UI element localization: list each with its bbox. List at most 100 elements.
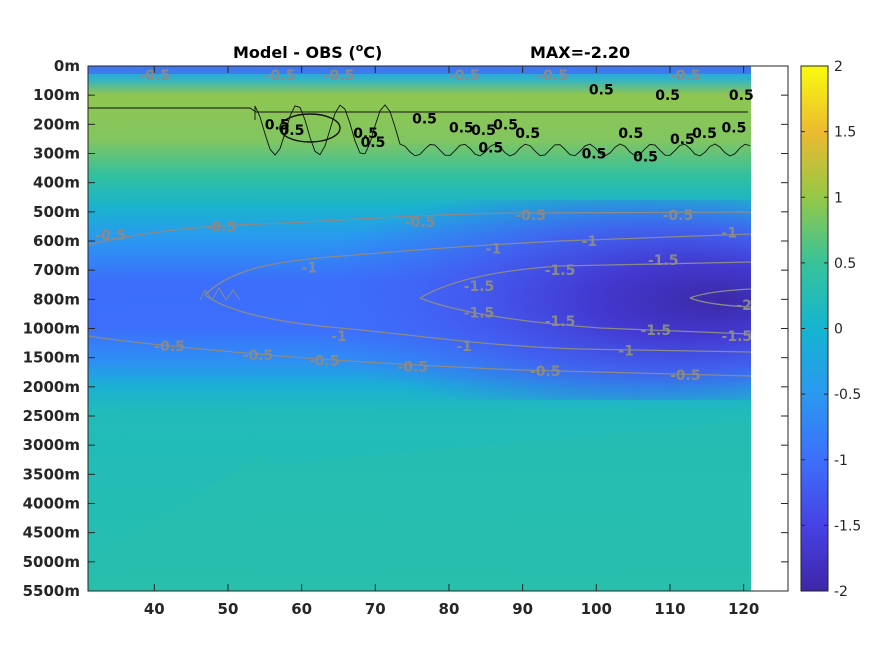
y-tick-label: 1500m (23, 349, 80, 367)
contour-line-negative (419, 261, 751, 299)
y-tick-label: 400m (33, 174, 80, 192)
x-tick-label: 110 (654, 600, 685, 618)
contour-label-positive: 0.5 (280, 123, 305, 139)
contour-label-negative: -1 (456, 339, 472, 355)
y-tick-label: 4000m (23, 495, 80, 513)
contour-label-negative: -1 (582, 234, 598, 250)
contour-label-negative: -1 (722, 225, 738, 241)
contour-label-negative: -1.5 (648, 253, 679, 269)
colorbar-tick-label: 1 (834, 190, 843, 206)
y-tick-label: 500m (33, 203, 80, 221)
contour-label-positive: 0.5 (692, 126, 717, 142)
x-tick-label: 100 (581, 600, 612, 618)
contour-label-positive: 0.5 (412, 112, 437, 128)
contour-label-negative: -1.5 (545, 263, 576, 279)
x-tick-label: 50 (218, 600, 239, 618)
contour-label-negative: -1 (486, 241, 502, 257)
contour-label-negative: -0.5 (309, 354, 340, 370)
colorbar-tick-label: 2 (834, 59, 843, 75)
x-tick-label: 40 (144, 600, 165, 618)
contour-label-negative: -1 (618, 343, 634, 359)
contour-label-positive: 0.5 (582, 147, 607, 163)
y-tick-label: 300m (33, 145, 80, 163)
max-label: MAX=-2.20 (530, 43, 630, 62)
chart-title: Model - OBS (oC) (233, 41, 382, 62)
contour-line-negative (204, 233, 751, 296)
contour-label-negative: -0.5 (397, 359, 428, 375)
x-tick-label: 60 (291, 600, 312, 618)
y-tick-label: 5500m (23, 582, 80, 600)
contour-label-negative: -0.5 (663, 208, 694, 224)
colorbar-tick-label: -1.5 (834, 518, 861, 534)
y-tick-label: 2500m (23, 407, 80, 425)
y-tick-label: 600m (33, 232, 80, 250)
colorbar-tick-label: -0.5 (834, 387, 861, 403)
contour-label-negative: -2 (736, 298, 752, 314)
y-tick-label: 800m (33, 290, 80, 308)
contour-label-positive: 0.5 (478, 141, 503, 157)
contour-label-positive: 0.5 (670, 132, 695, 148)
contour-label-positive: 0.5 (353, 126, 378, 142)
contour-label-positive: 0.5 (515, 126, 540, 142)
contour-label-negative: -1.5 (464, 279, 495, 295)
tick-labels: 0m 100m 200m 300m 400m 500m 600m 700m 800m 1000m 1… (23, 57, 760, 618)
axes (87, 65, 789, 592)
contour-label-negative: -0.5 (265, 68, 296, 84)
contour-label-positive: 0.5 (265, 117, 290, 133)
contour-label-negative: -1 (331, 329, 347, 345)
contour-label-positive: 0.5 (618, 126, 643, 142)
contour-label-positive: 0.5 (633, 149, 658, 165)
y-tick-label: 1000m (23, 320, 80, 338)
y-tick-label: 200m (33, 115, 80, 133)
y-tick-label: 0m (54, 57, 80, 75)
y-tick-label: 3000m (23, 436, 80, 454)
contour-label-negative: -1 (302, 260, 318, 276)
y-tick-label: 3500m (23, 465, 80, 483)
contour-line-negative (199, 287, 241, 301)
contour-line-negative (689, 297, 751, 308)
contour-line-positive (88, 95, 748, 113)
colorbar-tick-label: 1.5 (834, 125, 856, 141)
contour-label-negative: -1.5 (641, 323, 672, 339)
y-tick-label: 100m (33, 86, 80, 104)
contour-label-negative: -0.5 (140, 68, 171, 84)
contour-label-negative: -0.5 (405, 215, 436, 231)
contour-line-negative (419, 297, 751, 335)
contour-label-negative: -0.5 (324, 68, 355, 84)
contour-label-positive: 0.5 (655, 88, 680, 104)
contour-label-negative: -1.5 (464, 305, 495, 321)
colorbar-tick-label: -1 (834, 453, 848, 469)
y-tick-label: 700m (33, 261, 80, 279)
deep-shade (88, 420, 751, 591)
contour-line-positive (279, 113, 341, 143)
contour-label-negative: -0.5 (537, 68, 568, 84)
contour-label-negative: -0.5 (154, 339, 185, 355)
colorbar (800, 65, 829, 592)
colorbar-tick-label: 0 (834, 322, 843, 338)
contour-label-negative: -0.5 (670, 68, 701, 84)
contour-label-positive: 0.5 (449, 120, 474, 136)
contour-label-positive: 0.5 (589, 82, 614, 98)
contour-lines (88, 95, 751, 377)
contour-label-positive: 0.5 (722, 120, 747, 136)
contour-label-negative: -0.5 (95, 228, 126, 244)
y-tick-label: 4500m (23, 524, 80, 542)
colorbar-ticks: -2 -1.5 -1 -0.5 0 0.5 1 1.5 2 (801, 59, 861, 600)
contour-label-positive: 0.5 (471, 123, 496, 139)
cold-core (190, 200, 751, 400)
y-tick-label: 2000m (23, 378, 80, 396)
contour-label-positive: 0.5 (729, 88, 754, 104)
contour-label-positive: 0.5 (361, 135, 386, 151)
contour-label-negative: -0.5 (449, 68, 480, 84)
x-tick-label: 70 (365, 600, 386, 618)
contour-label-negative: -0.5 (243, 348, 274, 364)
colorbar-tick-label: -2 (834, 584, 848, 600)
contour-label-negative: -0.5 (206, 219, 237, 235)
x-tick-label: 90 (512, 600, 533, 618)
y-tick-label: 5000m (23, 553, 80, 571)
x-tick-label: 80 (439, 600, 460, 618)
contour-label-negative: -0.5 (670, 368, 701, 384)
contour-line-negative (689, 288, 751, 299)
contour-label-negative: -0.5 (515, 208, 546, 224)
